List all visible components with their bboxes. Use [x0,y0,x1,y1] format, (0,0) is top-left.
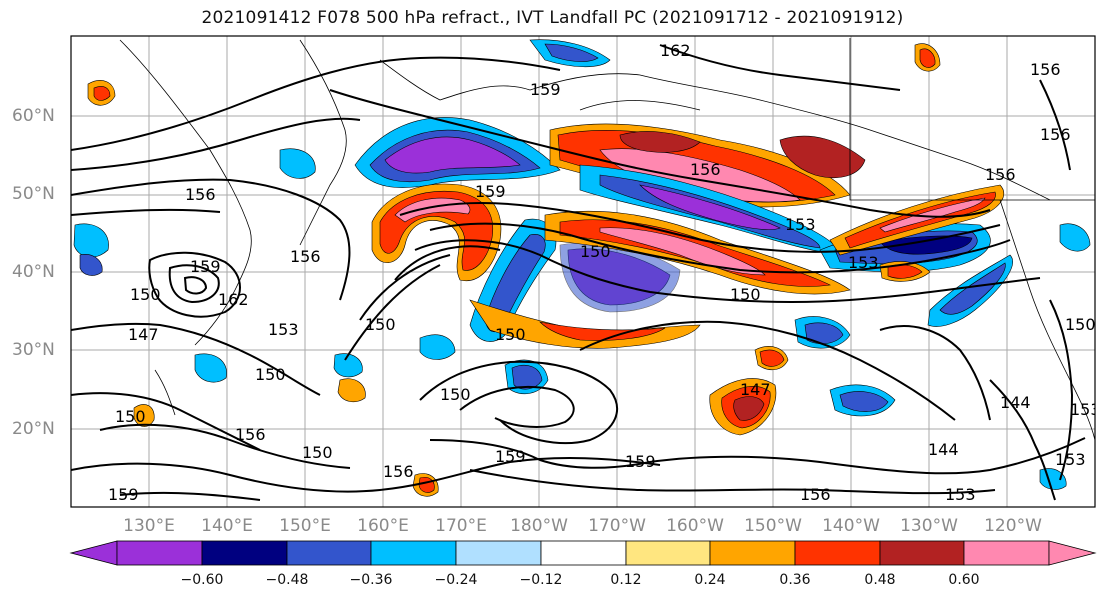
contour-label: 159 [625,452,656,471]
contour-label: 153 [785,215,816,234]
colorbar-segment [116,540,203,566]
lon-label: 130°E [123,516,175,536]
lon-label: 150°E [279,516,331,536]
colorbar-tick-label: 0.60 [948,572,980,588]
contour-label: 159 [190,257,221,276]
contour-label: 156 [690,160,721,179]
contour-label: 162 [218,290,249,309]
contour-label: 150 [115,407,146,426]
colorbar-segment [286,540,372,566]
lat-label: 20°N [12,419,55,439]
colorbar-segment [201,540,288,566]
colorbar-segment [879,540,965,566]
colorbar-extend-min [69,540,118,566]
map-frame [70,35,1096,508]
colorbar-tick-label: −0.36 [349,572,393,588]
map-title: 2021091412 F078 500 hPa refract., IVT La… [201,8,904,28]
contour-label: 153 [848,253,879,272]
lat-label: 30°N [12,340,55,360]
contour-label: 156 [1030,60,1061,79]
contour-label: 153 [268,320,299,339]
lon-label: 160°E [357,516,409,536]
lon-label: 170°E [435,516,487,536]
colorbar-extend-max [1048,540,1097,566]
contour-labels: 162 159 156 156 156 159 153 150 147 150 … [108,41,1101,504]
height-contours [71,44,1086,501]
lon-label: 130°W [900,516,958,536]
contour-label: 156 [985,165,1016,184]
contour-label: 159 [475,182,506,201]
lon-label: 120°W [984,516,1042,536]
contour-label: 150 [130,285,161,304]
colorbar-tick-label: 0.48 [864,572,896,588]
contour-label: 153 [945,485,976,504]
contour-label: 147 [740,380,771,399]
contour-label: 150 [302,443,333,462]
colorbar-tick-label: −0.24 [434,572,478,588]
lon-label: 150°W [744,516,802,536]
colorbar-segment [540,540,627,566]
colorbar-tick-label: 0.36 [779,572,811,588]
contour-label: 150 [1065,315,1096,334]
colorbar-tick-label: 0.12 [610,572,642,588]
contour-label: 156 [1040,125,1071,144]
lon-label: 180°W [510,516,568,536]
contour-label: 150 [495,325,526,344]
contour-label: 156 [185,185,216,204]
contour-label: 156 [383,462,414,481]
colorbar-tick-label: 0.24 [694,572,726,588]
contour-label: 162 [660,41,691,60]
colorbar-segment [370,540,457,566]
colorbar-tick-label: −0.48 [265,572,309,588]
contour-label: 144 [928,440,959,459]
lat-label: 40°N [12,262,55,282]
coastlines [119,38,1095,441]
colorbar-segment [455,540,542,566]
contour-label: 159 [108,485,139,504]
contour-label: 156 [235,425,266,444]
lon-label: 140°W [822,516,880,536]
contour-label: 159 [530,80,561,99]
shaded-field [73,39,1091,497]
colorbar [69,540,1097,566]
lat-label: 50°N [12,184,55,204]
contour-label: 156 [800,485,831,504]
colorbar-tick-label: −0.12 [519,572,563,588]
contour-label: 156 [290,247,321,266]
contour-label: 153 [1070,400,1101,419]
colorbar-tick-label: −0.60 [180,572,224,588]
contour-label: 150 [255,365,286,384]
colorbar-segment [709,540,796,566]
contour-label: 150 [580,242,611,261]
colorbar-segment [794,540,881,566]
colorbar-segment [625,540,711,566]
lon-label: 170°W [588,516,646,536]
contour-label: 150 [730,285,761,304]
contour-label: 150 [440,385,471,404]
contour-label: 150 [365,315,396,334]
contour-label: 153 [1055,450,1086,469]
lon-label: 160°W [666,516,724,536]
contour-label: 159 [495,447,526,466]
contour-label: 144 [1000,393,1031,412]
contour-label: 147 [128,325,159,344]
colorbar-segment [963,540,1050,566]
lon-label: 140°E [201,516,253,536]
lat-label: 60°N [12,106,55,126]
